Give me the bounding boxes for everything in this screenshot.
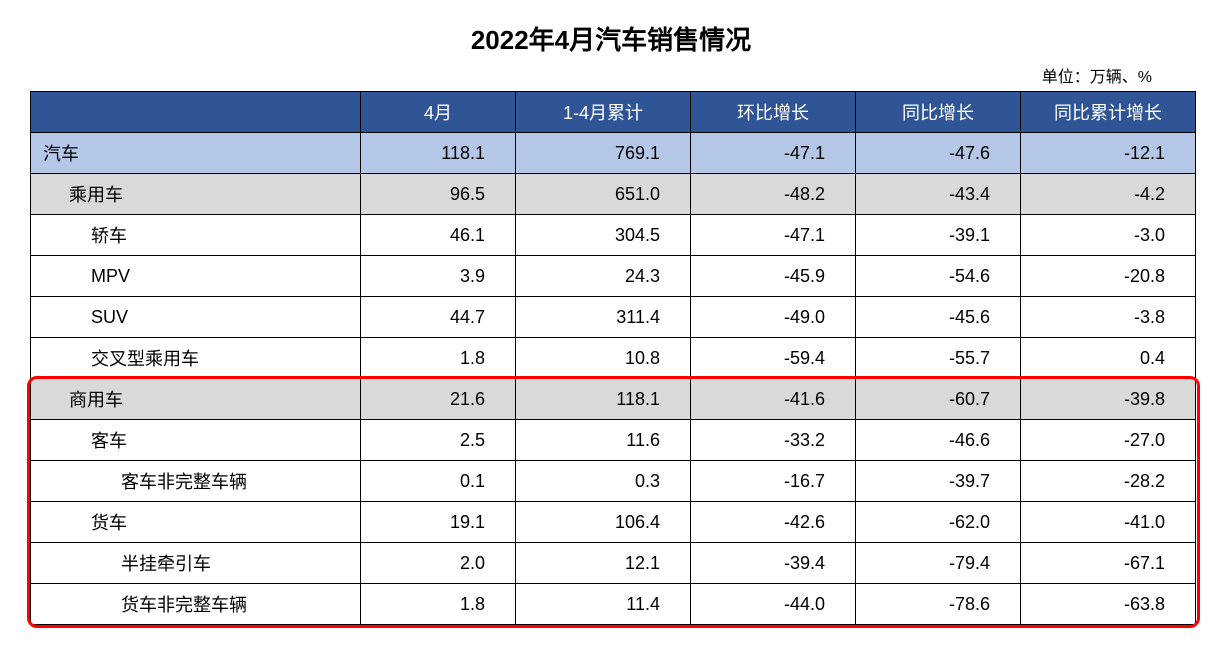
row-value: -16.7 [691,461,856,502]
table-row: 汽车118.1769.1-47.1-47.6-12.1 [31,133,1196,174]
table-row: 客车非完整车辆0.10.3-16.7-39.7-28.2 [31,461,1196,502]
row-value: 12.1 [516,543,691,584]
row-value: -20.8 [1021,256,1196,297]
row-value: 2.5 [361,420,516,461]
row-value: 19.1 [361,502,516,543]
col-header-cumulative: 1-4月累计 [516,92,691,133]
row-value: -49.0 [691,297,856,338]
row-value: -47.1 [691,215,856,256]
row-value: 21.6 [361,379,516,420]
row-value: 11.6 [516,420,691,461]
table-row: 半挂牵引车2.012.1-39.4-79.4-67.1 [31,543,1196,584]
row-value: 11.4 [516,584,691,625]
row-value: -42.6 [691,502,856,543]
table-header-row: 4月 1-4月累计 环比增长 同比增长 同比累计增长 [31,92,1196,133]
table-row: SUV44.7311.4-49.0-45.6-3.8 [31,297,1196,338]
col-header-name [31,92,361,133]
row-value: 3.9 [361,256,516,297]
row-value: 118.1 [516,379,691,420]
row-name: 半挂牵引车 [31,543,361,584]
unit-label: 单位：万辆、% [30,63,1192,87]
row-value: 304.5 [516,215,691,256]
page-title: 2022年4月汽车销售情况 [30,20,1192,57]
row-value: -27.0 [1021,420,1196,461]
row-value: -48.2 [691,174,856,215]
row-value: -41.0 [1021,502,1196,543]
row-value: -79.4 [856,543,1021,584]
col-header-yoy: 同比增长 [856,92,1021,133]
table-container: 4月 1-4月累计 环比增长 同比增长 同比累计增长 汽车118.1769.1-… [30,91,1192,625]
table-row: 货车19.1106.4-42.6-62.0-41.0 [31,502,1196,543]
row-value: 0.3 [516,461,691,502]
row-value: 24.3 [516,256,691,297]
row-name: 轿车 [31,215,361,256]
row-value: -47.1 [691,133,856,174]
row-value: 651.0 [516,174,691,215]
row-name: 客车 [31,420,361,461]
row-name: 货车非完整车辆 [31,584,361,625]
sales-table: 4月 1-4月累计 环比增长 同比增长 同比累计增长 汽车118.1769.1-… [30,91,1196,625]
row-value: -46.6 [856,420,1021,461]
row-value: -45.9 [691,256,856,297]
row-value: -39.1 [856,215,1021,256]
row-value: -33.2 [691,420,856,461]
row-name: 乘用车 [31,174,361,215]
row-name: SUV [31,297,361,338]
row-value: -41.6 [691,379,856,420]
row-value: -60.7 [856,379,1021,420]
row-value: 311.4 [516,297,691,338]
row-value: -54.6 [856,256,1021,297]
row-value: 1.8 [361,584,516,625]
row-value: 106.4 [516,502,691,543]
row-value: -62.0 [856,502,1021,543]
table-row: 乘用车96.5651.0-48.2-43.4-4.2 [31,174,1196,215]
table-row: 交叉型乘用车1.810.8-59.4-55.70.4 [31,338,1196,379]
row-name: 客车非完整车辆 [31,461,361,502]
row-value: -3.0 [1021,215,1196,256]
row-value: 96.5 [361,174,516,215]
row-value: 2.0 [361,543,516,584]
row-value: -59.4 [691,338,856,379]
row-value: -39.7 [856,461,1021,502]
row-value: 1.8 [361,338,516,379]
row-value: -47.6 [856,133,1021,174]
row-value: -4.2 [1021,174,1196,215]
row-name: MPV [31,256,361,297]
col-header-mom: 环比增长 [691,92,856,133]
row-value: -39.4 [691,543,856,584]
row-value: -3.8 [1021,297,1196,338]
row-name: 汽车 [31,133,361,174]
row-value: 118.1 [361,133,516,174]
row-value: 0.1 [361,461,516,502]
table-row: 商用车21.6118.1-41.6-60.7-39.8 [31,379,1196,420]
col-header-yoy-cum: 同比累计增长 [1021,92,1196,133]
table-row: 货车非完整车辆1.811.4-44.0-78.6-63.8 [31,584,1196,625]
row-value: 769.1 [516,133,691,174]
row-value: -63.8 [1021,584,1196,625]
table-row: 轿车46.1304.5-47.1-39.1-3.0 [31,215,1196,256]
row-value: -39.8 [1021,379,1196,420]
row-value: -12.1 [1021,133,1196,174]
row-value: 44.7 [361,297,516,338]
table-row: MPV3.924.3-45.9-54.6-20.8 [31,256,1196,297]
row-value: -44.0 [691,584,856,625]
row-value: -78.6 [856,584,1021,625]
row-value: -55.7 [856,338,1021,379]
row-value: -43.4 [856,174,1021,215]
row-value: -67.1 [1021,543,1196,584]
row-name: 商用车 [31,379,361,420]
row-value: 0.4 [1021,338,1196,379]
row-name: 货车 [31,502,361,543]
col-header-month: 4月 [361,92,516,133]
row-value: -45.6 [856,297,1021,338]
row-value: -28.2 [1021,461,1196,502]
row-value: 10.8 [516,338,691,379]
row-value: 46.1 [361,215,516,256]
row-name: 交叉型乘用车 [31,338,361,379]
table-row: 客车2.511.6-33.2-46.6-27.0 [31,420,1196,461]
